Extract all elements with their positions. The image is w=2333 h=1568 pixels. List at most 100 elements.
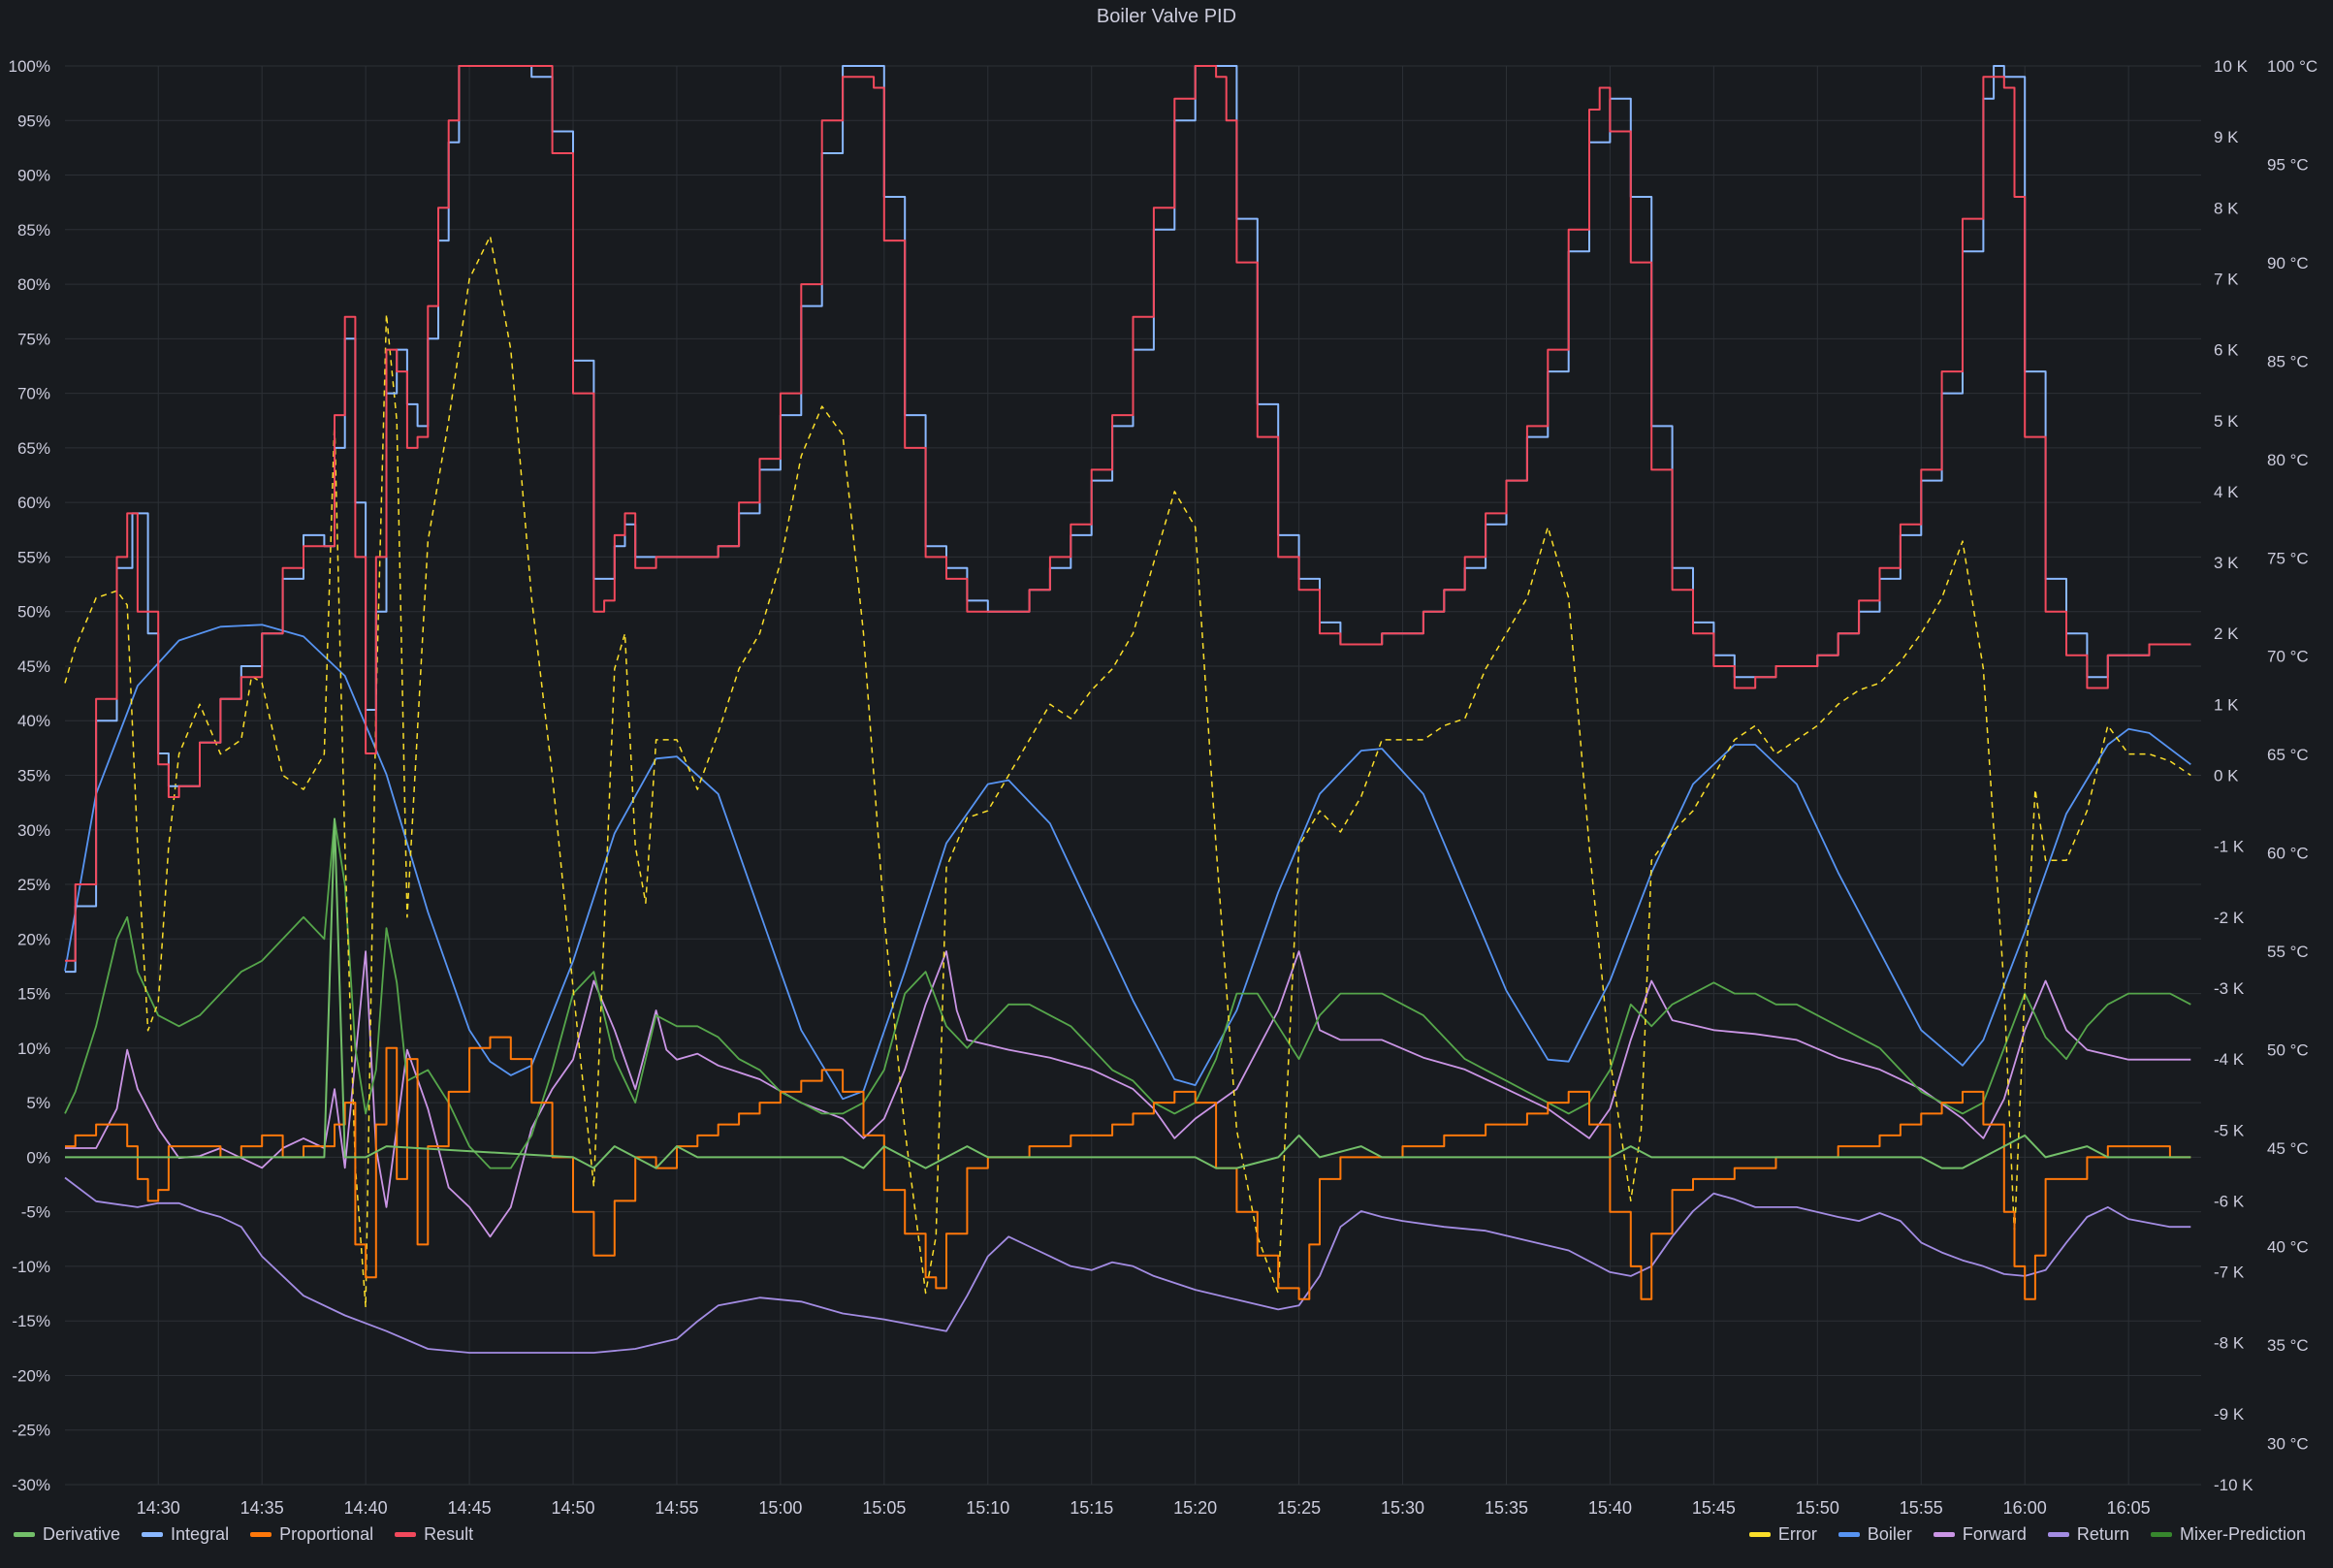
y-tick-label: 80% bbox=[17, 275, 50, 294]
y-tick-label: -10% bbox=[12, 1258, 50, 1276]
legend-item-derivative[interactable]: Derivative bbox=[14, 1524, 120, 1545]
legend-item-proportional[interactable]: Proportional bbox=[250, 1524, 373, 1545]
y2-tick-label: 5 K bbox=[2214, 412, 2239, 431]
chart-title: Boiler Valve PID bbox=[1096, 6, 1237, 27]
legend-right: Error Boiler Forward Return Mixer-Prediction bbox=[1748, 1524, 2306, 1545]
series-result-line[interactable] bbox=[65, 65, 2191, 962]
x-tick-label: 15:15 bbox=[1070, 1498, 1113, 1518]
y2-tick-label: 8 K bbox=[2214, 199, 2239, 217]
legend-label: Boiler bbox=[1867, 1524, 1912, 1544]
x-tick-label: 15:50 bbox=[1796, 1498, 1839, 1518]
y-tick-label: 65% bbox=[17, 439, 50, 458]
y2-tick-label: -6 K bbox=[2214, 1192, 2245, 1210]
y2-tick-label: -5 K bbox=[2214, 1121, 2245, 1139]
x-tick-label: 16:05 bbox=[2107, 1498, 2151, 1518]
y2-tick-label: 4 K bbox=[2214, 483, 2239, 501]
y-tick-label: 0% bbox=[26, 1148, 50, 1167]
legend-swatch bbox=[14, 1532, 35, 1537]
legend-item-result[interactable]: Result bbox=[395, 1524, 473, 1545]
legend-item-boiler[interactable]: Boiler bbox=[1838, 1524, 1912, 1545]
y-tick-label: 40% bbox=[17, 712, 50, 730]
series-integral-line[interactable] bbox=[65, 65, 2191, 974]
y-tick-label: 20% bbox=[17, 930, 50, 948]
series-group bbox=[64, 65, 2191, 1354]
series-return-line[interactable] bbox=[64, 1176, 2191, 1354]
series-error-line[interactable] bbox=[64, 235, 2191, 1308]
y3-tick-label: 85 °C bbox=[2267, 352, 2309, 370]
x-tick-label: 15:05 bbox=[862, 1498, 906, 1518]
legend-swatch bbox=[2150, 1532, 2172, 1537]
x-tick-label: 15:55 bbox=[1900, 1498, 1943, 1518]
y3-tick-label: 70 °C bbox=[2267, 648, 2309, 666]
legend-item-forward[interactable]: Forward bbox=[1933, 1524, 2027, 1545]
y-tick-label: 85% bbox=[17, 221, 50, 240]
y-axis-kelvin: 10 K 9 K 8 K 7 K 6 K 5 K 4 K 3 K 2 K 1 K 0 K -1 K -2… bbox=[2214, 57, 2253, 1494]
grid bbox=[65, 65, 2201, 1486]
legend-swatch bbox=[1933, 1532, 1955, 1537]
legend-item-error[interactable]: Error bbox=[1748, 1524, 1817, 1545]
y2-tick-label: 1 K bbox=[2214, 695, 2239, 714]
y-tick-label: -5% bbox=[21, 1203, 50, 1222]
y3-tick-label: 60 °C bbox=[2267, 845, 2309, 863]
y-tick-label: 50% bbox=[17, 603, 50, 622]
x-tick-label: 14:30 bbox=[137, 1498, 180, 1518]
series-forward-line[interactable] bbox=[65, 950, 2191, 1238]
legend-left: Derivative Integral Proportional Result bbox=[14, 1524, 473, 1545]
legend-item-return[interactable]: Return bbox=[2047, 1524, 2129, 1545]
y-tick-label: 25% bbox=[17, 876, 50, 894]
x-tick-label: 15:25 bbox=[1277, 1498, 1321, 1518]
y3-tick-label: 95 °C bbox=[2267, 155, 2309, 174]
y2-tick-label: 0 K bbox=[2214, 767, 2239, 785]
y-axis-celsius: 100 °C 95 °C 90 °C 85 °C 80 °C 75 °C 70 °C 65 °… bbox=[2267, 57, 2317, 1453]
legend-label: Result bbox=[424, 1524, 474, 1544]
series-boiler-line[interactable] bbox=[64, 624, 2191, 1101]
x-tick-label: 15:20 bbox=[1173, 1498, 1217, 1518]
y-tick-label: 60% bbox=[17, 494, 50, 512]
legend-item-integral[interactable]: Integral bbox=[142, 1524, 229, 1545]
y-tick-label: -30% bbox=[12, 1476, 50, 1494]
legend-swatch bbox=[250, 1532, 272, 1537]
y2-tick-label: -9 K bbox=[2214, 1405, 2245, 1424]
y3-tick-label: 90 °C bbox=[2267, 254, 2309, 272]
y3-tick-label: 35 °C bbox=[2267, 1336, 2309, 1355]
series-proportional-line[interactable] bbox=[65, 1036, 2191, 1300]
y2-tick-label: -2 K bbox=[2214, 909, 2245, 927]
y3-tick-label: 65 °C bbox=[2267, 746, 2309, 764]
legend-swatch bbox=[1748, 1532, 1771, 1537]
legend-swatch bbox=[1838, 1532, 1860, 1537]
y-tick-label: 35% bbox=[17, 767, 50, 785]
y-tick-label: -15% bbox=[12, 1312, 50, 1330]
y-tick-label: 15% bbox=[17, 985, 50, 1004]
legend-label: Proportional bbox=[279, 1524, 374, 1544]
y-tick-label: 55% bbox=[17, 548, 50, 566]
legend-label: Mixer-Prediction bbox=[2179, 1524, 2306, 1544]
x-tick-label: 15:30 bbox=[1381, 1498, 1424, 1518]
y-tick-label: 90% bbox=[17, 167, 50, 185]
y-tick-label: 10% bbox=[17, 1040, 50, 1058]
y-tick-label: 70% bbox=[17, 385, 50, 403]
y3-tick-label: 30 °C bbox=[2267, 1434, 2309, 1453]
y2-tick-label: 9 K bbox=[2214, 128, 2239, 146]
y3-tick-label: 45 °C bbox=[2267, 1139, 2309, 1158]
y2-tick-label: 7 K bbox=[2214, 270, 2239, 288]
y-tick-label: 75% bbox=[17, 330, 50, 348]
legend-item-mixer-prediction[interactable]: Mixer-Prediction bbox=[2150, 1524, 2306, 1545]
x-tick-label: 16:00 bbox=[2003, 1498, 2047, 1518]
y3-tick-label: 80 °C bbox=[2267, 451, 2309, 469]
series-derivative-line[interactable] bbox=[65, 817, 2191, 1169]
legend-swatch bbox=[395, 1532, 417, 1537]
y2-tick-label: -1 K bbox=[2214, 838, 2245, 856]
y-tick-label: 30% bbox=[17, 821, 50, 840]
x-tick-label: 14:50 bbox=[551, 1498, 594, 1518]
y2-tick-label: -4 K bbox=[2214, 1050, 2245, 1069]
x-tick-label: 15:00 bbox=[758, 1498, 802, 1518]
legend-swatch bbox=[2047, 1532, 2069, 1537]
y-tick-label: 95% bbox=[17, 112, 50, 130]
x-tick-label: 15:45 bbox=[1692, 1498, 1736, 1518]
y-tick-label: 45% bbox=[17, 657, 50, 676]
y2-tick-label: 3 K bbox=[2214, 554, 2239, 572]
series-mixer-prediction-line[interactable] bbox=[64, 817, 2191, 1169]
y-axis-percent: 100% 95% 90% 85% 80% 75% 70% 65% 60% 55% 50% 45% 40%… bbox=[9, 57, 50, 1494]
